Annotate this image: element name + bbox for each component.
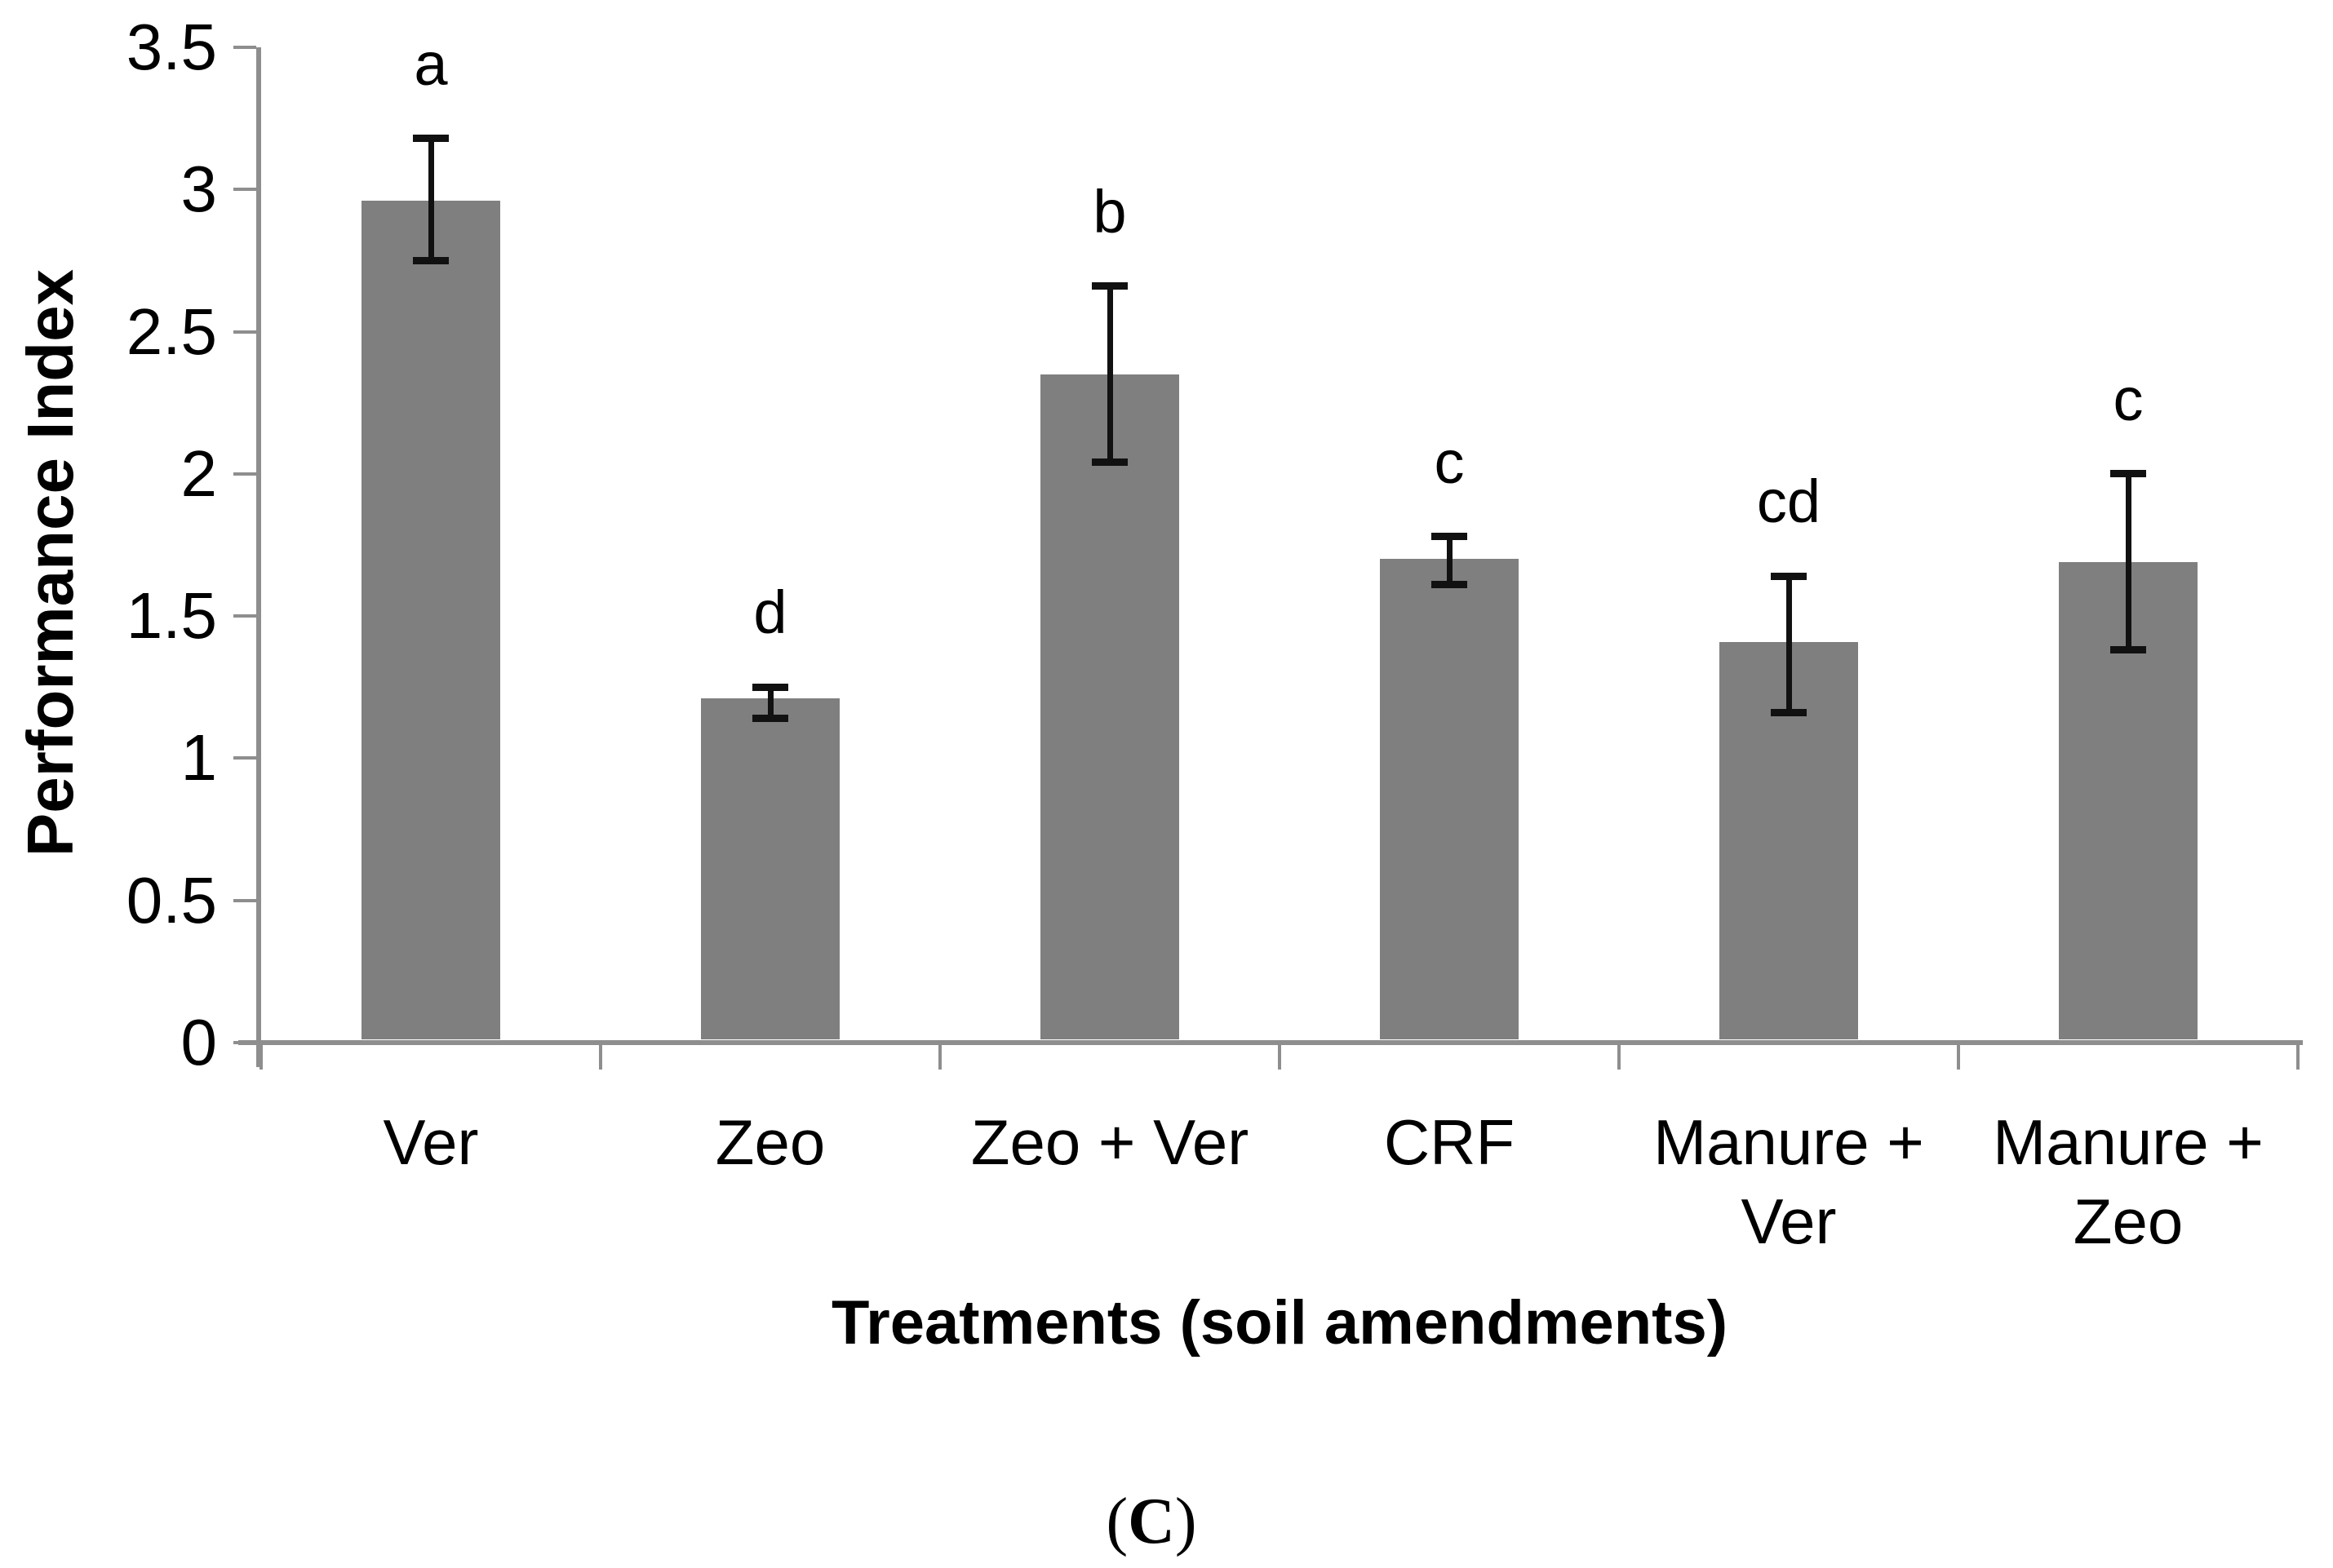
significance-letter-2: b xyxy=(1093,178,1127,246)
y-tick-label: 1 xyxy=(180,721,218,794)
x-tick-mark xyxy=(2296,1045,2300,1070)
error-bar-line-5 xyxy=(2126,474,2131,650)
x-tick-mark xyxy=(599,1045,602,1070)
y-tick-mark xyxy=(233,1041,256,1044)
y-tick-mark xyxy=(233,188,256,191)
y-tick-label: 0 xyxy=(180,1006,218,1079)
error-bar-bottom-cap-5 xyxy=(2110,646,2146,653)
error-bar-top-cap-1 xyxy=(752,684,788,691)
y-tick-mark xyxy=(233,899,256,902)
error-bar-bottom-cap-1 xyxy=(752,715,788,722)
error-bar-line-0 xyxy=(428,139,434,261)
y-tick-label: 1.5 xyxy=(126,579,217,652)
error-bar-line-4 xyxy=(1786,576,1792,712)
x-tick-mark xyxy=(938,1045,942,1070)
y-tick-label: 2.5 xyxy=(126,295,217,368)
caption-letter: C xyxy=(1128,1486,1175,1557)
y-tick-mark xyxy=(233,46,256,49)
x-category-label-1: Zeo xyxy=(715,1106,826,1178)
x-tick-mark xyxy=(1278,1045,1281,1070)
x-category-label-5: Manure + Zeo xyxy=(1993,1106,2264,1257)
error-bar-bottom-cap-2 xyxy=(1092,458,1128,466)
x-category-label-3: CRF xyxy=(1383,1106,1515,1178)
error-bar-line-1 xyxy=(768,687,774,718)
bar-2 xyxy=(1040,374,1179,1039)
caption-paren-close: ) xyxy=(1174,1486,1197,1557)
y-tick-mark xyxy=(233,330,256,334)
y-tick-mark xyxy=(233,472,256,476)
significance-letter-1: d xyxy=(753,578,787,646)
y-tick-label: 2 xyxy=(180,437,218,510)
error-bar-top-cap-4 xyxy=(1771,573,1807,580)
significance-letter-0: a xyxy=(414,30,448,98)
y-axis-line xyxy=(256,47,261,1067)
error-bar-line-2 xyxy=(1107,286,1113,463)
y-tick-label: 3.5 xyxy=(126,11,217,83)
x-category-label-4: Manure + Ver xyxy=(1653,1106,1924,1257)
bar-0 xyxy=(361,201,500,1039)
error-bar-top-cap-3 xyxy=(1431,533,1467,540)
error-bar-line-3 xyxy=(1447,537,1453,585)
significance-letter-4: cd xyxy=(1756,467,1821,535)
significance-letter-5: c xyxy=(2113,365,2144,433)
significance-letter-3: c xyxy=(1434,428,1465,496)
figure-caption: (C) xyxy=(1106,1485,1196,1559)
bar-3 xyxy=(1380,559,1519,1039)
y-tick-label: 0.5 xyxy=(126,864,217,937)
error-bar-bottom-cap-4 xyxy=(1771,709,1807,716)
bar-1 xyxy=(701,698,840,1039)
x-category-label-0: Ver xyxy=(383,1106,479,1178)
y-tick-mark xyxy=(233,756,256,760)
error-bar-bottom-cap-0 xyxy=(413,257,449,264)
error-bar-top-cap-0 xyxy=(413,135,449,142)
x-tick-mark xyxy=(1957,1045,1960,1070)
x-axis-line xyxy=(238,1040,2303,1045)
caption-paren-open: ( xyxy=(1106,1486,1129,1557)
error-bar-top-cap-5 xyxy=(2110,470,2146,477)
y-tick-mark xyxy=(233,614,256,618)
x-tick-mark xyxy=(1617,1045,1621,1070)
x-category-label-2: Zeo + Ver xyxy=(970,1106,1249,1178)
error-bar-bottom-cap-3 xyxy=(1431,581,1467,588)
x-tick-mark xyxy=(259,1045,263,1070)
error-bar-top-cap-2 xyxy=(1092,282,1128,290)
y-tick-label: 3 xyxy=(180,153,218,225)
x-axis-title: Treatments (soil amendments) xyxy=(831,1288,1728,1358)
